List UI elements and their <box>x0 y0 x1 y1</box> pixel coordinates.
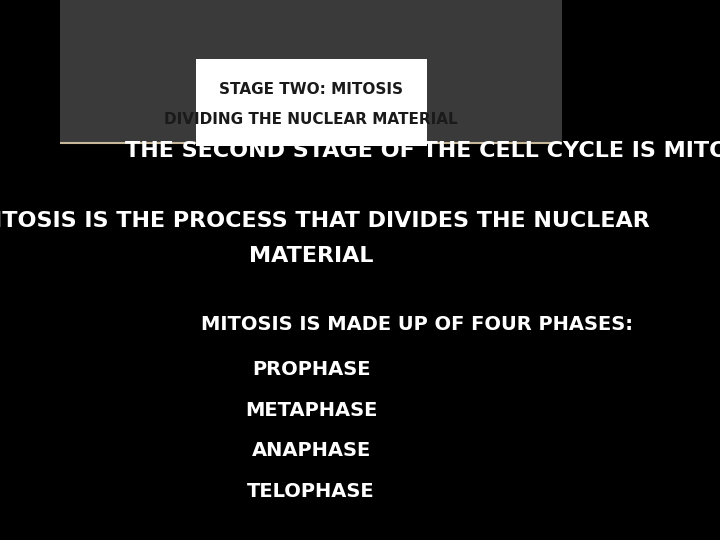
Text: PROPHASE: PROPHASE <box>252 360 370 380</box>
Text: THE SECOND STAGE OF THE CELL CYCLE IS MITOSIS: THE SECOND STAGE OF THE CELL CYCLE IS MI… <box>125 141 720 161</box>
FancyBboxPatch shape <box>161 0 186 143</box>
FancyBboxPatch shape <box>186 0 210 143</box>
FancyBboxPatch shape <box>60 0 85 143</box>
Text: MATERIAL: MATERIAL <box>249 246 373 267</box>
FancyBboxPatch shape <box>412 0 436 143</box>
FancyBboxPatch shape <box>311 0 336 143</box>
FancyBboxPatch shape <box>135 0 161 143</box>
FancyBboxPatch shape <box>462 0 487 143</box>
FancyBboxPatch shape <box>196 59 426 146</box>
Text: TELOPHASE: TELOPHASE <box>247 482 375 501</box>
FancyBboxPatch shape <box>261 0 286 143</box>
FancyBboxPatch shape <box>110 0 135 143</box>
FancyBboxPatch shape <box>210 0 235 143</box>
FancyBboxPatch shape <box>235 0 261 143</box>
FancyBboxPatch shape <box>512 0 537 143</box>
FancyBboxPatch shape <box>361 0 387 143</box>
FancyBboxPatch shape <box>537 0 562 143</box>
FancyBboxPatch shape <box>60 0 562 143</box>
Text: MITOSIS IS MADE UP OF FOUR PHASES:: MITOSIS IS MADE UP OF FOUR PHASES: <box>201 314 633 334</box>
Text: DIVIDING THE NUCLEAR MATERIAL: DIVIDING THE NUCLEAR MATERIAL <box>164 112 458 127</box>
FancyBboxPatch shape <box>387 0 412 143</box>
FancyBboxPatch shape <box>487 0 512 143</box>
FancyBboxPatch shape <box>436 0 462 143</box>
Text: MITOSIS IS THE PROCESS THAT DIVIDES THE NUCLEAR: MITOSIS IS THE PROCESS THAT DIVIDES THE … <box>0 211 650 232</box>
Text: ANAPHASE: ANAPHASE <box>251 441 371 461</box>
FancyBboxPatch shape <box>336 0 361 143</box>
FancyBboxPatch shape <box>85 0 110 143</box>
Text: METAPHASE: METAPHASE <box>245 401 377 420</box>
FancyBboxPatch shape <box>286 0 311 143</box>
Text: STAGE TWO: MITOSIS: STAGE TWO: MITOSIS <box>219 82 403 97</box>
